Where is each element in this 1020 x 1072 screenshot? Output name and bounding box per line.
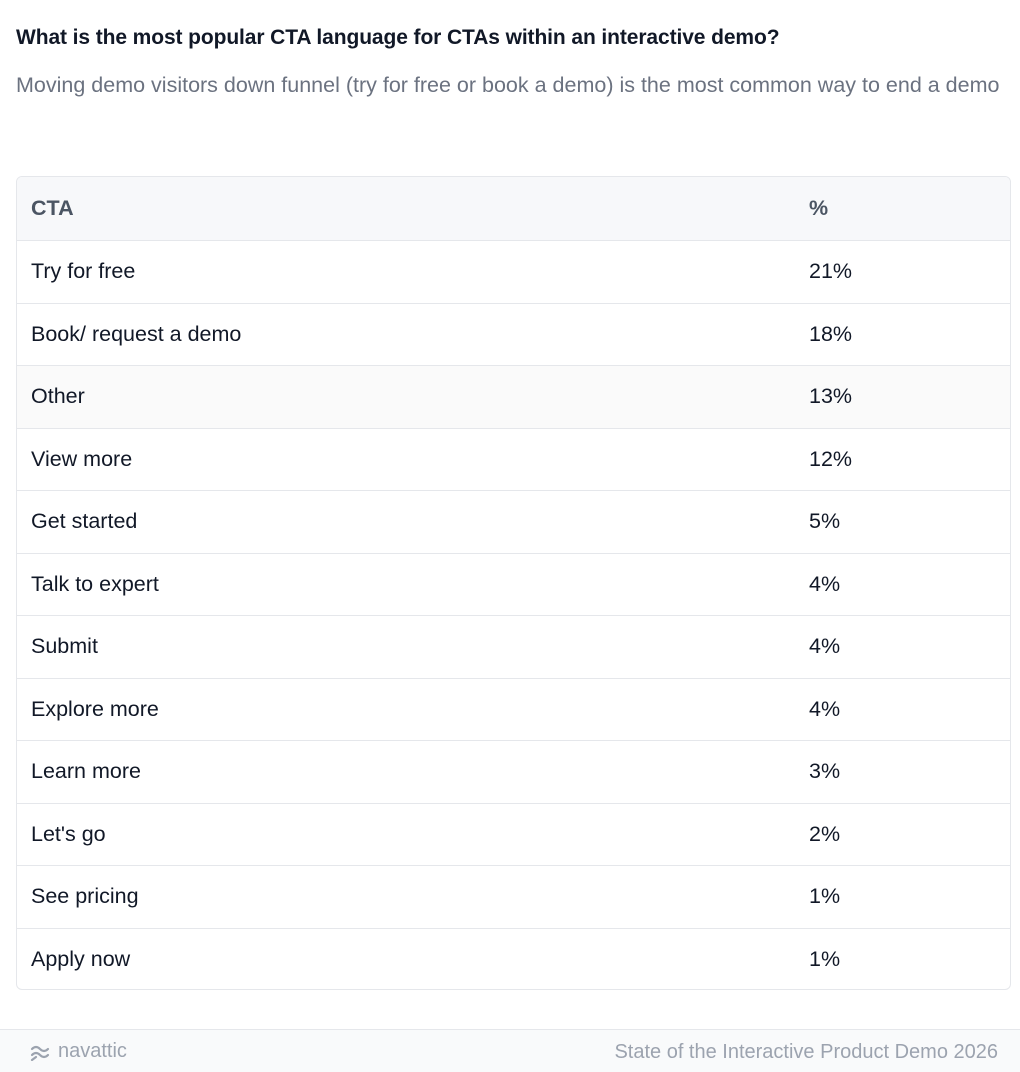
- cta-label-cell: See pricing: [31, 884, 139, 909]
- table-row: Let's go 2%: [17, 802, 1010, 866]
- cta-label-cell: Let's go: [31, 821, 106, 846]
- brand-name: navattic: [58, 1040, 127, 1062]
- table-header-row: CTA %: [17, 177, 1010, 240]
- table-row: See pricing 1%: [17, 865, 1010, 928]
- cta-label-cell: Apply now: [31, 946, 131, 971]
- table-row: View more 12%: [17, 427, 1010, 491]
- table-row: Talk to expert 4%: [17, 552, 1010, 616]
- table-row: Get started 5%: [17, 490, 1010, 553]
- cta-label-cell: View more: [31, 446, 133, 471]
- cta-percent-cell: 2%: [809, 821, 841, 846]
- cta-label-cell: Talk to expert: [31, 571, 159, 596]
- cta-percent-cell: 5%: [809, 509, 841, 534]
- cta-label-cell: Explore more: [31, 696, 159, 721]
- cta-percent-cell: 13%: [809, 384, 853, 409]
- table-row: Explore more 4%: [17, 677, 1010, 741]
- cta-table: CTA % Try for free 21% Book/ request a dem…: [16, 176, 1011, 990]
- cta-percent-cell: 1%: [809, 946, 841, 971]
- cta-label-cell: Get started: [31, 509, 138, 534]
- cta-label-cell: Learn more: [31, 759, 141, 784]
- source-label: State of the Interactive Product Demo 20…: [614, 1041, 998, 1063]
- column-header-percent: %: [809, 196, 829, 220]
- cta-label-cell: Other: [31, 384, 85, 409]
- column-header-cta: CTA: [31, 196, 74, 220]
- footer: navattic State of the Interactive Produc…: [0, 1029, 1020, 1072]
- cta-percent-cell: 18%: [809, 321, 853, 346]
- table-row: Learn more 3%: [17, 740, 1010, 803]
- table-row: Apply now 1%: [17, 927, 1010, 990]
- cta-label-cell: Book/ request a demo: [31, 321, 242, 346]
- brand: navattic: [30, 1040, 127, 1063]
- page-title: What is the most popular CTA language fo…: [16, 26, 780, 49]
- table-row: Other 13%: [17, 365, 1010, 428]
- cta-percent-cell: 21%: [809, 259, 853, 284]
- table-row: Book/ request a demo 18%: [17, 302, 1010, 366]
- page-subtitle: Moving demo visitors down funnel (try fo…: [16, 73, 1000, 97]
- cta-percent-cell: 4%: [809, 696, 841, 721]
- cta-percent-cell: 1%: [809, 884, 841, 909]
- navattic-logo-icon: [30, 1045, 50, 1061]
- cta-percent-cell: 12%: [809, 446, 853, 471]
- table-row: Submit 4%: [17, 615, 1010, 678]
- cta-percent-cell: 4%: [809, 571, 841, 596]
- cta-label-cell: Try for free: [31, 259, 136, 284]
- cta-label-cell: Submit: [31, 634, 98, 659]
- table-row: Try for free 21%: [17, 240, 1010, 303]
- table-body: Try for free 21% Book/ request a demo 18% Ot…: [17, 240, 1010, 990]
- cta-percent-cell: 3%: [809, 759, 841, 784]
- cta-percent-cell: 4%: [809, 634, 841, 659]
